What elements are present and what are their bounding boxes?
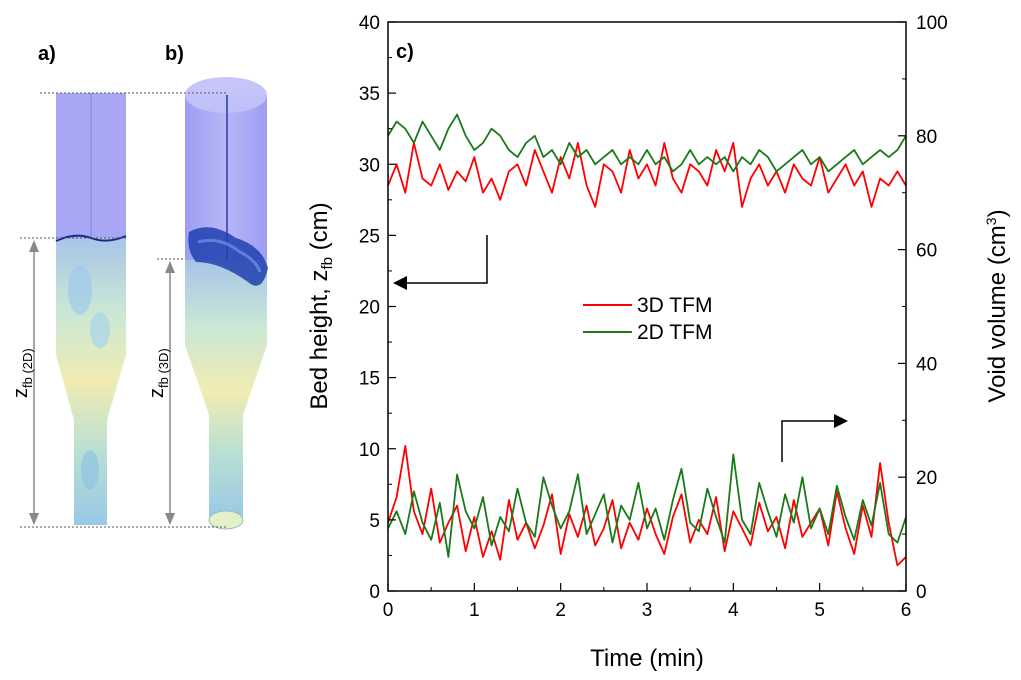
annotation-arrow-left-line xyxy=(404,235,488,284)
legend-label-3d: 3D TFM xyxy=(637,294,712,317)
y-left-tick-label: 35 xyxy=(359,84,380,105)
panel-c-label: c) xyxy=(396,41,414,63)
panel-b-label: b) xyxy=(165,43,184,65)
annotation-arrow-right-line xyxy=(781,420,835,462)
reactor-3d-surface-highlight xyxy=(197,238,262,273)
y-left-tick-label: 15 xyxy=(359,369,380,390)
series-3d-tfm-bed_height xyxy=(387,141,907,208)
annotation-arrow-right-head xyxy=(834,414,848,428)
annotation-arrow-left-axis xyxy=(393,235,488,290)
x-tick-label: 1 xyxy=(469,600,480,621)
x-tick-label: 2 xyxy=(555,600,566,621)
zfb-3d-dimension: zfb (3D) xyxy=(146,261,175,525)
panel-a-label: a) xyxy=(38,43,56,65)
y-left-tick-label: 30 xyxy=(359,155,380,176)
series-2d-tfm-void_volume xyxy=(387,453,907,558)
y-right-axis-title: Void volume (cm3) xyxy=(983,209,1011,402)
reactor-2d-bubble xyxy=(90,312,110,348)
zfb-3d-arrow-head-down xyxy=(165,513,175,525)
annotation-arrow-left-head xyxy=(393,276,407,290)
zfb-2d-label: zfb (2D) xyxy=(10,348,35,398)
zfb-2d-dimension: zfb (2D) xyxy=(10,240,39,525)
reactor-3d-bed xyxy=(185,260,267,520)
y-right-tick-label: 0 xyxy=(916,582,927,603)
zfb-3d-arrow-head-up xyxy=(165,261,175,273)
x-tick-label: 5 xyxy=(814,600,825,621)
y-right-tick-label: 100 xyxy=(916,13,948,34)
panel-b-reactor: b) xyxy=(165,43,268,530)
reactor-2d-surface xyxy=(55,234,127,242)
annotation-arrow-right-axis xyxy=(781,414,848,462)
y-left-tick-label: 40 xyxy=(359,13,380,34)
x-tick-label: 4 xyxy=(728,600,739,621)
y-left-tick-label: 10 xyxy=(359,440,380,461)
y-right-tick-label: 60 xyxy=(916,241,937,262)
y-right-tick-label: 80 xyxy=(916,127,937,148)
legend: 3D TFM 2D TFM xyxy=(583,294,712,344)
reference-lines xyxy=(20,92,228,528)
zfb-3d-label: zfb (3D) xyxy=(146,348,171,398)
y-left-tick-label: 5 xyxy=(369,511,380,532)
zfb-2d-arrow-head-down xyxy=(29,513,39,525)
panel-a-reactor: a) xyxy=(38,43,127,525)
reactor-2d-bubble xyxy=(81,450,99,490)
series-layer xyxy=(387,113,907,567)
x-axis-title: Time (min) xyxy=(590,645,704,672)
x-tick-label: 0 xyxy=(383,600,394,621)
zfb-2d-arrow-head-up xyxy=(29,240,39,252)
legend-label-2d: 2D TFM xyxy=(637,321,712,344)
series-3d-tfm-void_volume xyxy=(387,444,907,567)
reactor-2d-bubble xyxy=(68,265,92,315)
y-right-tick-label: 40 xyxy=(916,354,937,375)
y-right-tick-label: 20 xyxy=(916,468,937,489)
series-2d-tfm-bed_height xyxy=(387,113,907,173)
y-left-tick-label: 25 xyxy=(359,226,380,247)
x-tick-label: 6 xyxy=(901,600,912,621)
y-left-tick-label: 20 xyxy=(359,298,380,319)
y-left-tick-label: 0 xyxy=(369,582,380,603)
reactor-3d-bottom xyxy=(208,510,244,530)
y-left-axis-title: Bed height, zfb (cm) xyxy=(306,202,336,409)
x-tick-label: 3 xyxy=(642,600,653,621)
